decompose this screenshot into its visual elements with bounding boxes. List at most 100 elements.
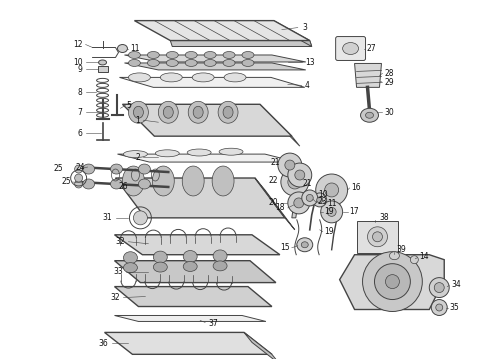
Text: 6: 6 [78,129,83,138]
Ellipse shape [138,179,150,189]
Ellipse shape [372,232,383,242]
Ellipse shape [128,101,148,123]
Ellipse shape [366,112,373,118]
Ellipse shape [242,59,254,67]
Ellipse shape [223,106,233,118]
Polygon shape [134,21,310,41]
Ellipse shape [153,251,167,263]
Ellipse shape [321,201,343,223]
Ellipse shape [193,106,203,118]
Ellipse shape [155,150,179,157]
Ellipse shape [158,101,178,123]
Text: 24: 24 [76,163,86,172]
Text: 33: 33 [114,267,123,276]
Ellipse shape [281,168,309,196]
Text: 15: 15 [280,243,290,252]
Ellipse shape [187,149,211,156]
Text: 13: 13 [305,58,315,67]
FancyBboxPatch shape [357,221,398,253]
Polygon shape [292,182,301,218]
Ellipse shape [98,60,106,65]
Polygon shape [122,104,292,136]
Ellipse shape [111,179,122,189]
Ellipse shape [295,170,305,180]
Ellipse shape [327,207,336,216]
Ellipse shape [152,166,174,196]
Polygon shape [104,332,272,354]
Ellipse shape [278,153,302,177]
Ellipse shape [133,211,147,225]
Ellipse shape [128,59,141,67]
Text: 18: 18 [275,203,285,212]
Ellipse shape [390,252,399,260]
FancyBboxPatch shape [336,37,366,60]
Ellipse shape [218,101,238,123]
Ellipse shape [302,190,318,206]
Ellipse shape [306,194,313,201]
Text: 7: 7 [78,108,83,117]
Polygon shape [118,154,297,162]
Polygon shape [115,235,280,255]
Polygon shape [124,63,306,70]
Text: 27: 27 [367,44,376,53]
Text: 1: 1 [136,116,141,125]
Text: 5: 5 [126,101,131,110]
Ellipse shape [183,251,197,262]
Text: 32: 32 [111,293,121,302]
Polygon shape [171,41,312,46]
Ellipse shape [147,51,159,58]
Ellipse shape [128,73,150,82]
Ellipse shape [431,300,447,315]
Polygon shape [244,332,280,360]
Ellipse shape [313,193,327,207]
Ellipse shape [74,180,83,188]
Ellipse shape [219,148,243,155]
Text: 35: 35 [449,303,459,312]
Ellipse shape [410,256,418,264]
Text: 3: 3 [303,23,308,32]
Polygon shape [340,255,444,310]
Text: 36: 36 [99,339,108,348]
Ellipse shape [166,59,178,67]
Ellipse shape [288,175,302,189]
Polygon shape [124,55,306,62]
Ellipse shape [166,51,178,58]
Ellipse shape [160,73,182,82]
Polygon shape [274,21,312,46]
Polygon shape [355,63,382,87]
Ellipse shape [434,283,444,293]
Ellipse shape [285,160,295,170]
Ellipse shape [294,198,304,208]
Text: 10: 10 [318,190,327,199]
Ellipse shape [123,150,147,158]
Text: 39: 39 [396,245,406,254]
Ellipse shape [213,250,227,262]
Text: 8: 8 [78,88,83,97]
Ellipse shape [74,165,83,173]
Ellipse shape [123,263,137,273]
Text: 30: 30 [385,108,394,117]
Text: 17: 17 [349,207,359,216]
Polygon shape [120,77,305,87]
Text: 29: 29 [385,78,394,87]
Polygon shape [255,178,295,230]
Text: 21: 21 [270,158,280,167]
Text: 2: 2 [136,153,141,162]
Ellipse shape [316,174,347,206]
Ellipse shape [123,252,137,264]
Text: 32: 32 [116,237,125,246]
Text: 37: 37 [208,319,218,328]
Text: 11: 11 [130,44,140,53]
Ellipse shape [386,275,399,289]
Ellipse shape [74,174,83,182]
Ellipse shape [223,59,235,67]
Ellipse shape [133,106,144,118]
Polygon shape [116,178,285,218]
Ellipse shape [122,166,145,196]
Text: 12: 12 [73,40,83,49]
Ellipse shape [317,197,323,203]
Ellipse shape [147,59,159,67]
Text: 11: 11 [328,199,337,208]
Ellipse shape [118,45,127,53]
Ellipse shape [429,278,449,298]
